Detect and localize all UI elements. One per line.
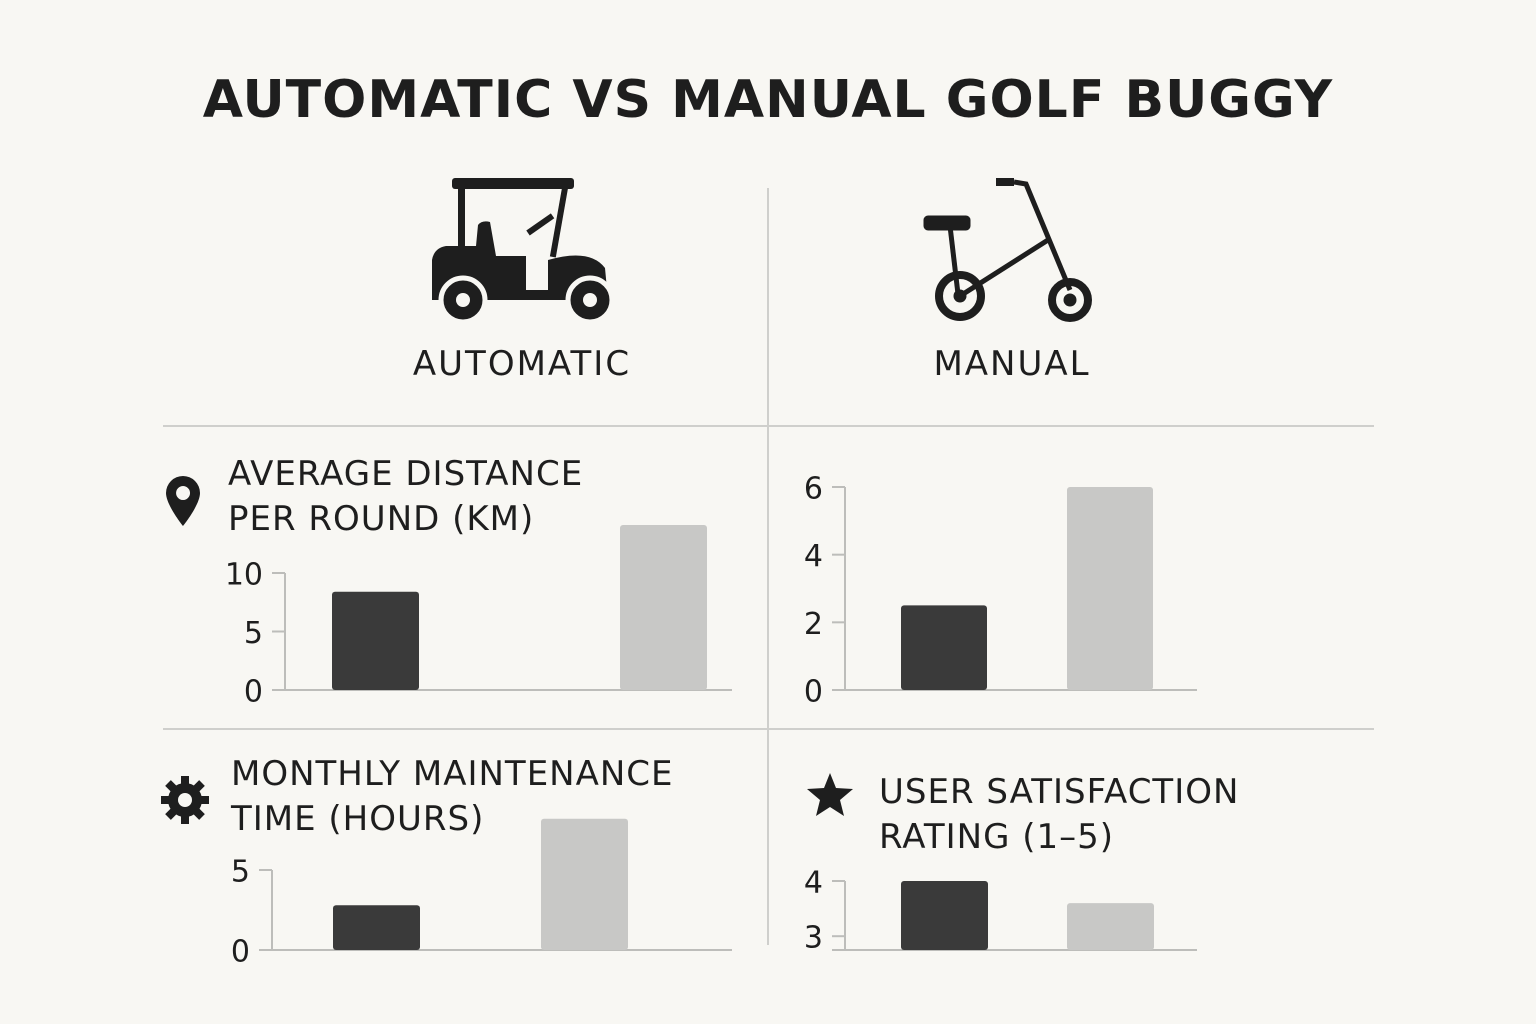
y-tick-label: 4 (804, 539, 823, 574)
star-icon (807, 773, 853, 816)
bar (1067, 903, 1154, 950)
y-tick-label: 0 (804, 675, 823, 710)
y-tick-label: 5 (244, 616, 263, 651)
y-tick-label: 2 (804, 607, 823, 642)
column-label: AUTOMATIC (412, 344, 632, 384)
bar (333, 905, 420, 950)
bar (901, 881, 988, 950)
y-tick-label: 4 (804, 866, 823, 901)
pin-icon (166, 476, 200, 526)
chart-title: MONTHLY MAINTENANCE TIME (HOURS) (231, 754, 674, 839)
bar (620, 525, 707, 690)
bar (541, 818, 628, 950)
bar (1067, 487, 1153, 690)
gear-icon (161, 776, 209, 824)
y-tick-label: 0 (244, 675, 263, 710)
cart-icon (432, 178, 615, 325)
dividers (163, 188, 1374, 945)
y-tick-label: 0 (231, 935, 250, 970)
y-tick-label: 3 (804, 921, 823, 956)
page-title: AUTOMATIC VS MANUAL GOLF BUGGY (202, 70, 1334, 130)
column-label: MANUAL (933, 344, 1091, 384)
y-tick-label: 5 (231, 855, 250, 890)
y-tick-label: 10 (225, 558, 263, 593)
trolley-icon (923, 178, 1092, 322)
bar (332, 591, 419, 690)
y-tick-label: 6 (804, 472, 823, 507)
chart-title: AVERAGE DISTANCE PER ROUND (KM) (228, 454, 584, 539)
chart-title: USER SATISFACTION RATING (1–5) (879, 772, 1240, 857)
bar (901, 605, 987, 690)
